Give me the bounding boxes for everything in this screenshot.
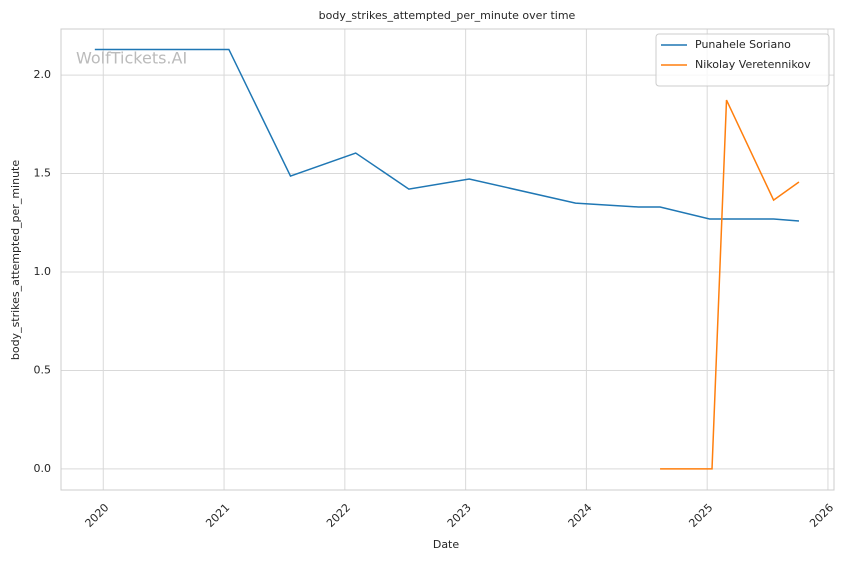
y-tick-label: 0.0 bbox=[34, 462, 52, 475]
x-tick-label: 2022 bbox=[324, 501, 353, 530]
x-tick-label: 2025 bbox=[686, 501, 715, 530]
legend-label: Nikolay Veretennikov bbox=[695, 58, 811, 71]
x-tick-label: 2020 bbox=[83, 501, 112, 530]
x-tick-label: 2023 bbox=[445, 501, 474, 530]
legend-box bbox=[655, 33, 830, 87]
y-tick-label: 0.5 bbox=[34, 363, 52, 376]
x-tick-label: 2021 bbox=[203, 501, 232, 530]
plot bbox=[60, 28, 835, 491]
chart-title: body_strikes_attempted_per_minute over t… bbox=[319, 9, 576, 22]
plot-frame bbox=[60, 28, 835, 491]
y-axis-label: body_strikes_attempted_per_minute bbox=[9, 160, 22, 360]
x-tick-label: 2026 bbox=[807, 501, 836, 530]
series-line bbox=[660, 99, 800, 470]
watermark: WolfTickets.AI bbox=[76, 49, 187, 68]
legend-label: Punahele Soriano bbox=[695, 38, 791, 51]
x-axis-label: Date bbox=[433, 538, 460, 551]
y-tick-label: 1.5 bbox=[34, 167, 52, 180]
x-tick-label: 2024 bbox=[566, 501, 595, 530]
y-tick-label: 2.0 bbox=[34, 68, 52, 81]
series-line bbox=[94, 48, 800, 222]
y-tick-label: 1.0 bbox=[34, 265, 52, 278]
